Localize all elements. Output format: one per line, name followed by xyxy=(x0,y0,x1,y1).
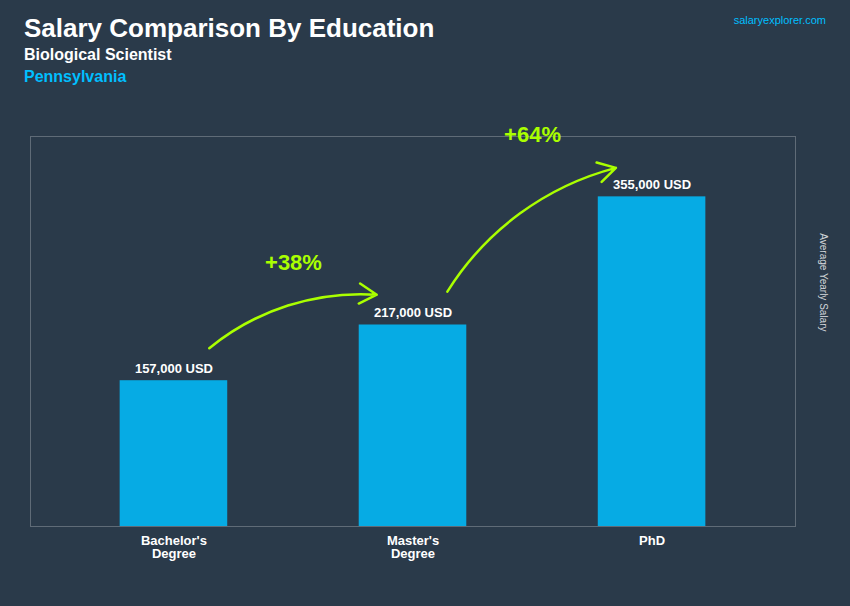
html-text:Pennsylvania: Pennsylvania xyxy=(24,68,127,85)
html-text:Salary Comparison By Education: Salary Comparison By Education xyxy=(24,13,435,43)
svg-text:+64%: +64% xyxy=(504,122,561,147)
svg-text:217,000 USD: 217,000 USD xyxy=(374,305,452,320)
svg-text:Average Yearly Salary: Average Yearly Salary xyxy=(818,233,829,331)
html-text:salaryexplorer.com: salaryexplorer.com xyxy=(733,14,826,26)
svg-text:355,000 USD: 355,000 USD xyxy=(613,177,691,192)
html-text:Biological Scientist: Biological Scientist xyxy=(24,46,172,63)
svg-text:Master'sDegree: Master'sDegree xyxy=(387,533,439,561)
svg-text:Bachelor'sDegree: Bachelor'sDegree xyxy=(141,533,207,561)
svg-text:+38%: +38% xyxy=(265,250,322,275)
svg-text:PhD: PhD xyxy=(639,533,665,548)
svg-text:157,000 USD: 157,000 USD xyxy=(135,361,213,376)
